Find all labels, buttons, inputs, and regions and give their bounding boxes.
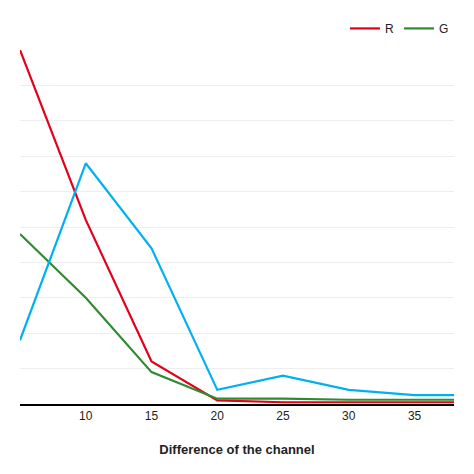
svg-text:G: G bbox=[439, 22, 448, 36]
svg-text:35: 35 bbox=[408, 409, 422, 423]
svg-text:R: R bbox=[385, 22, 394, 36]
svg-text:30: 30 bbox=[342, 409, 356, 423]
svg-text:15: 15 bbox=[145, 409, 159, 423]
svg-text:Difference of the channel: Difference of the channel bbox=[159, 442, 314, 457]
svg-text:20: 20 bbox=[211, 409, 225, 423]
svg-text:25: 25 bbox=[276, 409, 290, 423]
svg-text:10: 10 bbox=[79, 409, 93, 423]
